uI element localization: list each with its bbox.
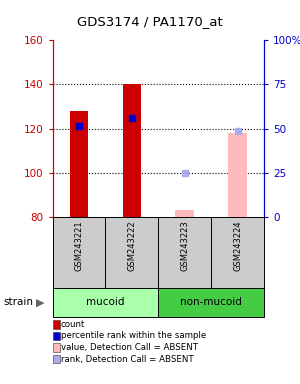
Text: count: count xyxy=(61,320,85,329)
Text: non-mucoid: non-mucoid xyxy=(180,297,242,308)
Text: mucoid: mucoid xyxy=(86,297,124,308)
Text: strain: strain xyxy=(3,297,33,308)
Text: ▶: ▶ xyxy=(36,297,45,308)
Text: GSM243222: GSM243222 xyxy=(127,220,136,271)
Bar xyxy=(228,133,247,217)
Text: value, Detection Call = ABSENT: value, Detection Call = ABSENT xyxy=(61,343,198,352)
Bar xyxy=(123,84,141,217)
Text: GSM243224: GSM243224 xyxy=(233,220,242,271)
Text: rank, Detection Call = ABSENT: rank, Detection Call = ABSENT xyxy=(61,354,193,364)
Bar xyxy=(176,210,194,217)
Text: GSM243221: GSM243221 xyxy=(74,220,83,271)
Text: GDS3174 / PA1170_at: GDS3174 / PA1170_at xyxy=(77,15,223,28)
Text: GSM243223: GSM243223 xyxy=(180,220,189,271)
Text: percentile rank within the sample: percentile rank within the sample xyxy=(61,331,206,341)
Bar xyxy=(70,111,88,217)
